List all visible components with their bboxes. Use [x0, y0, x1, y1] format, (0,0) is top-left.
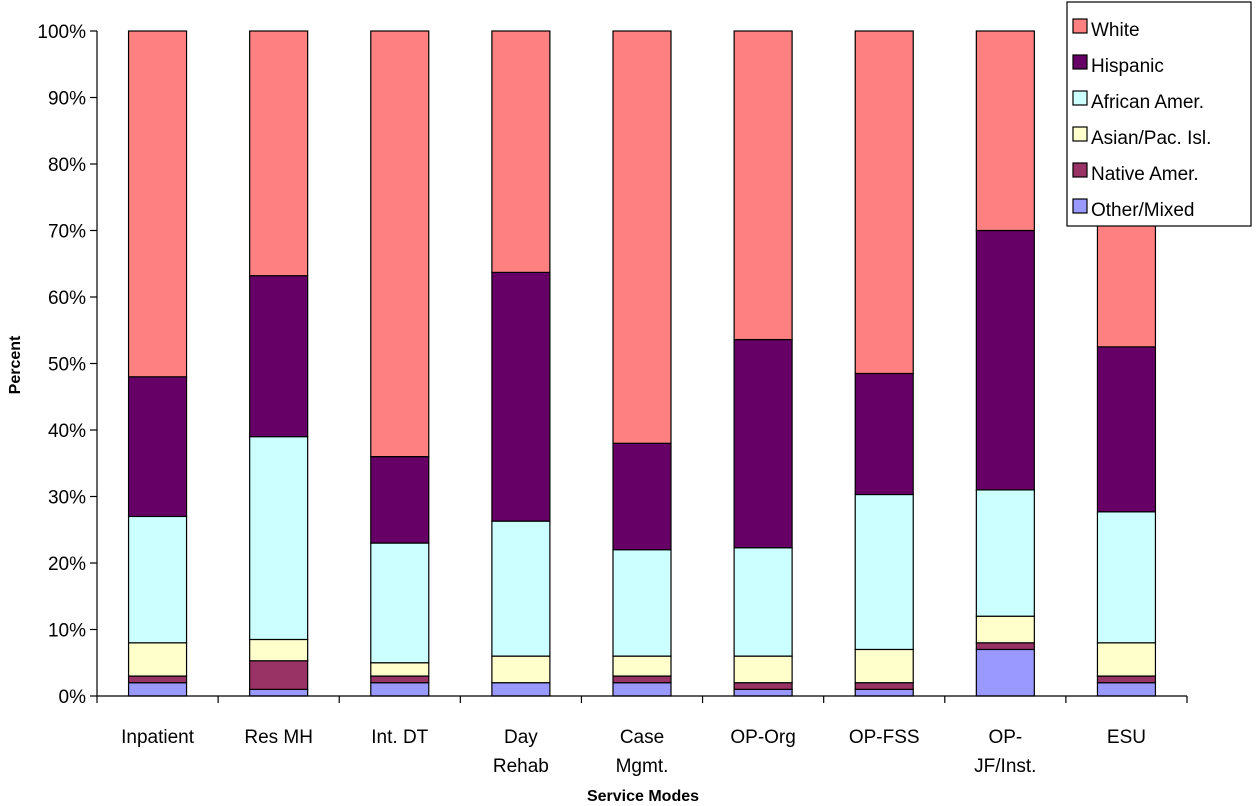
x-tick-label: Day Rehab — [493, 727, 549, 777]
bar-segment — [975, 642, 1035, 651]
bar-segment — [491, 271, 551, 522]
bar-segment — [854, 493, 914, 651]
x-tick-label: OP-FSS — [849, 727, 920, 748]
legend-label: Hispanic — [1091, 56, 1164, 77]
bar-segment — [612, 655, 672, 677]
bar-segment — [370, 30, 430, 458]
bar-segment — [370, 675, 430, 684]
y-tick-label: 90% — [48, 89, 86, 110]
bar-segment — [1096, 511, 1157, 644]
x-tick-label: ESU — [1107, 727, 1146, 748]
y-tick-label: 40% — [48, 421, 86, 442]
bar-segment — [370, 682, 430, 697]
bar-segment — [854, 372, 914, 496]
bar-segment — [1096, 642, 1157, 677]
bar-segment — [612, 30, 672, 444]
y-tick-label: 0% — [59, 687, 87, 708]
bar-segment — [1096, 346, 1157, 513]
bars — [127, 30, 1157, 697]
bar-segment — [975, 30, 1035, 232]
bar-segment — [491, 30, 551, 273]
legend-label: White — [1091, 20, 1140, 41]
legend-label: Native Amer. — [1091, 164, 1199, 185]
bar-segment — [854, 682, 914, 690]
bar-segment — [249, 638, 309, 662]
legend-label: African Amer. — [1091, 92, 1204, 113]
bar-segment — [127, 30, 188, 378]
bar-segment — [249, 688, 309, 697]
y-tick-label: 10% — [48, 621, 86, 642]
bar-segment — [370, 456, 430, 544]
x-axis: Inpatient Res MH Int. DT Day Rehab Case Mgmt. O… — [96, 695, 1188, 777]
bar-segment — [249, 275, 309, 438]
bar-segment — [127, 376, 188, 518]
bar-segment — [249, 30, 309, 277]
x-axis-title: Service Modes — [587, 788, 699, 805]
bar-segment — [370, 662, 430, 677]
legend-swatch — [1072, 90, 1088, 106]
legend-swatch — [1072, 54, 1088, 70]
bar-segment — [733, 338, 793, 549]
y-tick-label: 80% — [48, 155, 86, 176]
y-axis-title: Percent — [7, 335, 24, 394]
x-tick-label: OP-Org — [730, 727, 795, 748]
bar-segment — [127, 682, 188, 697]
bar-segment — [370, 542, 430, 664]
bar-segment — [733, 655, 793, 684]
y-tick-label: 50% — [48, 355, 86, 376]
bar-segment — [612, 682, 672, 697]
x-tick-label: Int. DT — [371, 727, 428, 748]
y-tick-label: 70% — [48, 222, 86, 243]
bar-segment — [975, 229, 1035, 491]
bar-segment — [733, 547, 793, 657]
bar-segment — [975, 648, 1035, 697]
bar-segment — [127, 515, 188, 644]
legend-swatch — [1072, 198, 1088, 214]
legend-box — [1066, 1, 1252, 227]
bar-segment — [612, 549, 672, 657]
bar-segment — [127, 675, 188, 684]
x-tick-label: OP-JF/Inst. — [974, 727, 1036, 777]
bar-segment — [854, 688, 914, 697]
y-tick-label: 100% — [37, 22, 86, 43]
y-tick-label: 60% — [48, 288, 86, 309]
bar-segment — [491, 520, 551, 657]
bar-segment — [975, 615, 1035, 644]
bar-segment — [491, 682, 551, 697]
x-tick-label: Inpatient — [121, 727, 195, 748]
bar-segment — [975, 489, 1035, 617]
bar-segment — [854, 30, 914, 375]
legend-label: Asian/Pac. Isl. — [1091, 128, 1211, 149]
y-axis: 0% 10% 20% 30% 40% 50% 60% 70% 80% 90% 100% — [37, 22, 98, 708]
bar-segment — [491, 655, 551, 684]
bar-segment — [854, 648, 914, 684]
y-tick-label: 20% — [48, 554, 86, 575]
bar-segment — [733, 30, 793, 341]
y-tick-label: 30% — [48, 488, 86, 509]
bar-segment — [733, 688, 793, 697]
legend-swatch — [1072, 162, 1088, 178]
bar-segment — [249, 436, 309, 641]
bar-segment — [249, 660, 309, 690]
x-tick-label: Res MH — [244, 727, 313, 748]
legend: White Hispanic African Amer. Asian/Pac. Isl… — [1066, 1, 1252, 227]
bar-segment — [1096, 682, 1157, 697]
legend-swatch — [1072, 126, 1088, 142]
bar-segment — [612, 675, 672, 684]
legend-label: Other/Mixed — [1091, 200, 1194, 221]
legend-swatch — [1072, 18, 1088, 34]
bar-segment — [127, 642, 188, 677]
bar-segment — [1096, 675, 1157, 684]
bar-segment — [612, 442, 672, 551]
x-tick-label: Case Mgmt. — [616, 727, 669, 777]
bar-segment — [733, 682, 793, 690]
